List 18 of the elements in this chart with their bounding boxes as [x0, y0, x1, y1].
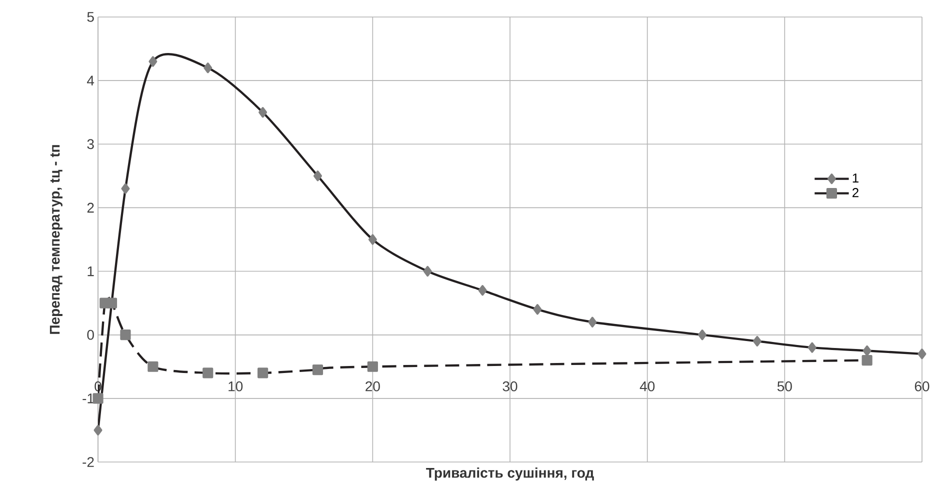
x-tick-label: 40 — [640, 381, 655, 392]
y-tick-label: 4 — [87, 76, 94, 86]
x-tick-label: 10 — [228, 381, 243, 392]
x-tick-label: 20 — [366, 381, 380, 392]
y-tick-label: 5 — [87, 12, 94, 22]
y-tick-label: 2 — [87, 202, 94, 213]
x-tick-label: 30 — [502, 381, 518, 392]
y-tick-label: 1 — [88, 266, 94, 276]
y-tick-label: -1 — [82, 394, 94, 404]
x-axis-title: Тривалість сушіння, год — [426, 468, 594, 481]
y-tick-label: 0 — [87, 330, 94, 340]
x-tick-label: 50 — [777, 381, 792, 392]
legend-label: 1 — [852, 174, 858, 183]
y-tick-label: 3 — [87, 139, 94, 150]
x-tick-label: 60 — [914, 381, 930, 392]
y-tick-label: -2 — [82, 457, 94, 467]
legend-label: 2 — [852, 188, 858, 198]
y-axis-title: Перепад температур, tц - tп — [50, 145, 62, 334]
